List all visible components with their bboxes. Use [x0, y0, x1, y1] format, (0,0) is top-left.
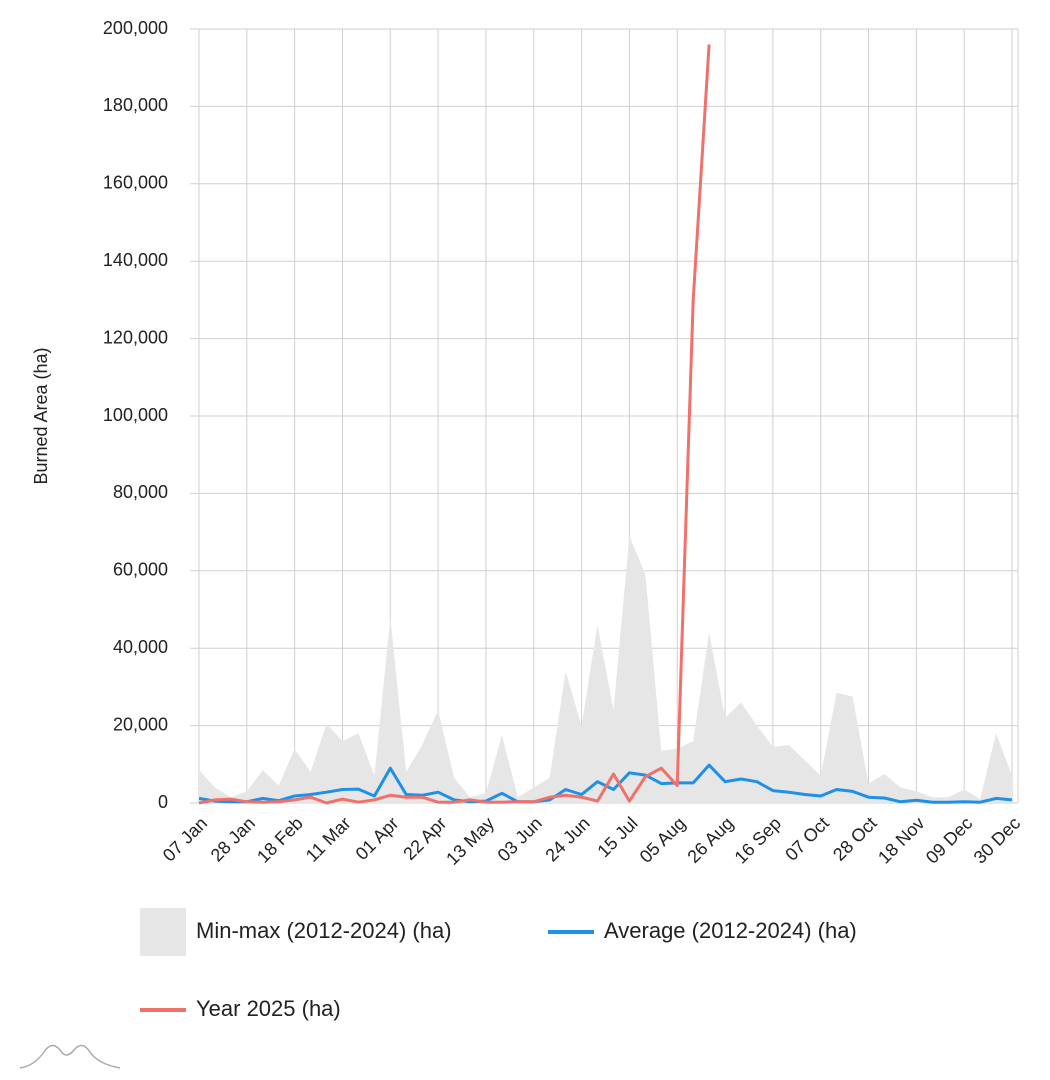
series-line [198, 44, 711, 805]
x-tick-label: 05 Aug [636, 813, 690, 867]
x-tick-label: 28 Jan [207, 813, 259, 865]
min-max-area [199, 536, 1012, 803]
y-tick-label: 200,000 [103, 18, 168, 38]
y-tick-label: 80,000 [113, 482, 168, 502]
x-tick-label: 15 Jul [593, 813, 641, 861]
x-tick-label: 03 Jun [494, 813, 546, 865]
y-tick-label: 100,000 [103, 405, 168, 425]
y-tick-label: 60,000 [113, 560, 168, 580]
y-tick-label: 120,000 [103, 327, 168, 347]
legend-label: Min-max (2012-2024) (ha) [196, 918, 452, 943]
x-tick-label: 09 Dec [922, 813, 976, 867]
x-tick-label: 28 Oct [829, 813, 881, 865]
y-tick-label: 0 [158, 792, 168, 812]
legend-label: Average (2012-2024) (ha) [604, 918, 857, 943]
x-tick-label: 24 Jun [541, 813, 593, 865]
logo [19, 1044, 121, 1069]
x-tick-label: 13 May [442, 813, 498, 869]
x-tick-label: 18 Feb [253, 813, 307, 867]
legend-label: Year 2025 (ha) [196, 996, 341, 1021]
x-tick-label: 16 Sep [731, 813, 785, 867]
x-tick-label: 01 Apr [352, 813, 403, 864]
x-tick-label: 07 Jan [159, 813, 211, 865]
x-tick-label: 18 Nov [874, 813, 928, 867]
x-tick-label: 30 Dec [970, 813, 1024, 867]
y-tick-label: 160,000 [103, 173, 168, 193]
x-tick-label: 07 Oct [781, 813, 833, 865]
y-tick-label: 20,000 [113, 714, 168, 734]
legend-swatch [140, 908, 186, 956]
x-tick-label: 26 Aug [683, 813, 737, 867]
y-tick-label: 140,000 [103, 250, 168, 270]
y-axis-label: Burned Area (ha) [31, 347, 51, 484]
x-tick-label: 11 Mar [302, 813, 355, 866]
y-tick-label: 40,000 [113, 637, 168, 657]
y-tick-label: 180,000 [103, 95, 168, 115]
